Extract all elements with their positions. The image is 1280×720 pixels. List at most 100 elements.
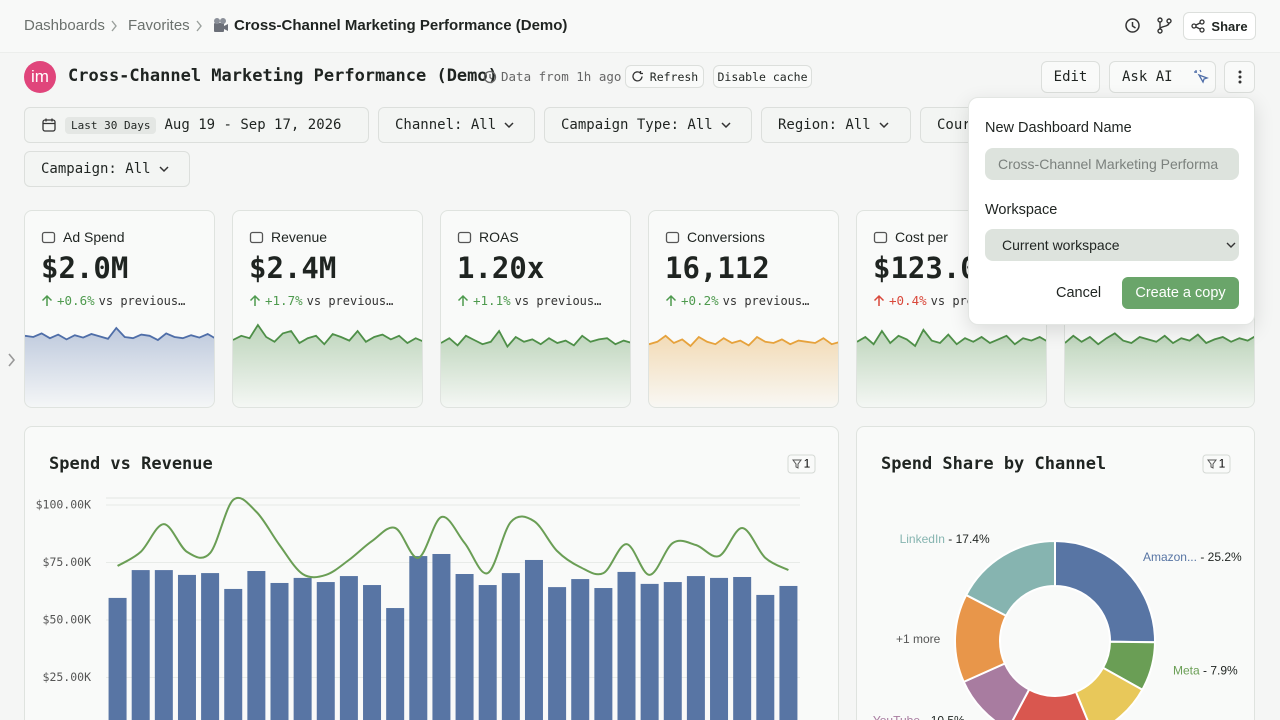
filter-label: Cour [937,117,971,133]
y-tick-label: $50.00K [43,613,92,627]
kpi-delta: +0.4% [889,293,927,308]
chevron-path [879,122,889,129]
bar [571,579,590,720]
filter-icon [1207,459,1217,469]
history-button[interactable] [1124,17,1141,34]
bar [108,597,127,720]
copy-dialog: New Dashboard Name Cross-Channel Marketi… [968,97,1255,325]
bar [154,570,173,720]
kpi-icon [457,231,472,244]
sparkline-line [1065,332,1254,346]
slice-name: YouTube [873,714,920,720]
y-tick-label: $25.00K [43,670,92,684]
bar [201,573,220,720]
create-copy-button[interactable]: Create a copy [1122,277,1239,309]
filter-chip[interactable]: Last 30 Days Aug 19 - Sep 17, 2026 [24,107,369,143]
sparkline [233,323,422,407]
kpi-value: $2.0M [41,251,129,285]
delta-arrow-path [665,294,677,306]
label-separator: - [1197,550,1208,564]
chevron-path [721,122,731,129]
chevron [721,122,731,129]
kpi-icon-shape [665,231,680,244]
bar [247,571,266,720]
filter-label: Channel: All [395,117,497,133]
name-input[interactable]: Cross-Channel Marketing Performa [985,148,1239,180]
sparkline-area [649,335,838,407]
filter-count: 1 [1219,457,1226,471]
kebab-icon [1238,70,1241,84]
filter-chip[interactable]: Region: All [761,107,911,143]
kpi-value: 1.20x [457,251,545,285]
dashboard-title: Cross-Channel Marketing Performance (Dem… [68,66,498,86]
disable-cache-button[interactable]: Disable cache [713,65,812,88]
bar [316,582,335,720]
edit-label: Edit [1053,69,1088,85]
kpi-value: $123.0 [873,251,978,285]
bar [524,559,543,720]
top-bar: Dashboards Favorites Cross-Channel Marke… [0,0,1280,53]
kpi-delta: +1.7% [265,293,303,308]
share-button[interactable]: Share [1183,12,1256,40]
calendar-icon [42,118,56,132]
filter-chip[interactable]: Campaign Type: All [544,107,752,143]
filter-label: Aug 19 - Sep 17, 2026 [164,117,342,133]
date-badge: Last 30 Days [65,116,157,134]
calendar-top [43,118,55,125]
kpi-title: Conversions [687,229,765,245]
kpi-icon [41,231,56,244]
share-label: Share [1211,18,1248,34]
pie-slice [1074,666,1144,720]
breadcrumb-link[interactable]: Dashboards [24,17,105,34]
filter-badge [787,454,816,474]
more-button[interactable] [1224,61,1255,93]
y-tick-label: $75.00K [43,555,92,569]
kpi-icon [249,231,264,244]
kpi-comparison: vs previous… [722,293,810,308]
filter-chip[interactable]: Campaign: All [24,151,190,187]
breadcrumb-separator [196,20,202,32]
chevron-path [159,166,169,173]
workspace-value: Current workspace [1002,237,1120,253]
sidebar-toggle[interactable] [7,353,17,367]
sparkline-line [233,323,422,346]
sparkline [25,326,214,407]
cancel-button[interactable]: Cancel [1056,285,1102,301]
sparkline [1065,332,1254,407]
chevron [504,122,514,129]
refresh-button[interactable]: Refresh [625,65,704,88]
kpi-icon [873,231,888,244]
breadcrumb-link[interactable]: Favorites [128,17,190,34]
edit-button[interactable]: Edit [1041,61,1100,93]
delta-arrow-path [41,294,53,306]
kpi-icon-shape [873,231,888,244]
kpi-delta: +0.6% [57,293,95,308]
sparkline-area [857,329,1046,407]
sparkline-area [25,328,214,407]
sparkline-line [857,328,1046,348]
bar [663,582,682,720]
bar [548,587,567,720]
ask-ai-button[interactable]: Ask AI [1109,61,1216,93]
workspace-select[interactable]: Current workspace [985,229,1239,261]
delta-arrow-path [873,294,885,306]
select-chevron [1226,242,1236,248]
slice-label: YouTube - 10.5% [873,714,965,720]
bar [363,585,382,720]
branch-button[interactable] [1156,17,1173,34]
delta-arrow [249,294,261,306]
kpi-icon-shape [457,231,472,244]
kpi-title: Cost per [895,229,948,245]
sparkline-area [441,331,630,407]
bar [409,556,428,720]
filter-chip[interactable]: Channel: All [378,107,535,143]
kpi-title: Revenue [271,229,328,245]
bar [478,585,497,720]
bar [386,608,405,720]
sparkline-line [441,329,630,349]
slice-label: Meta - 7.9% [1173,664,1238,678]
slice-value-label: 7.9% [1210,664,1238,678]
kpi-icon [665,231,680,244]
more-label: +1 more [896,632,941,646]
